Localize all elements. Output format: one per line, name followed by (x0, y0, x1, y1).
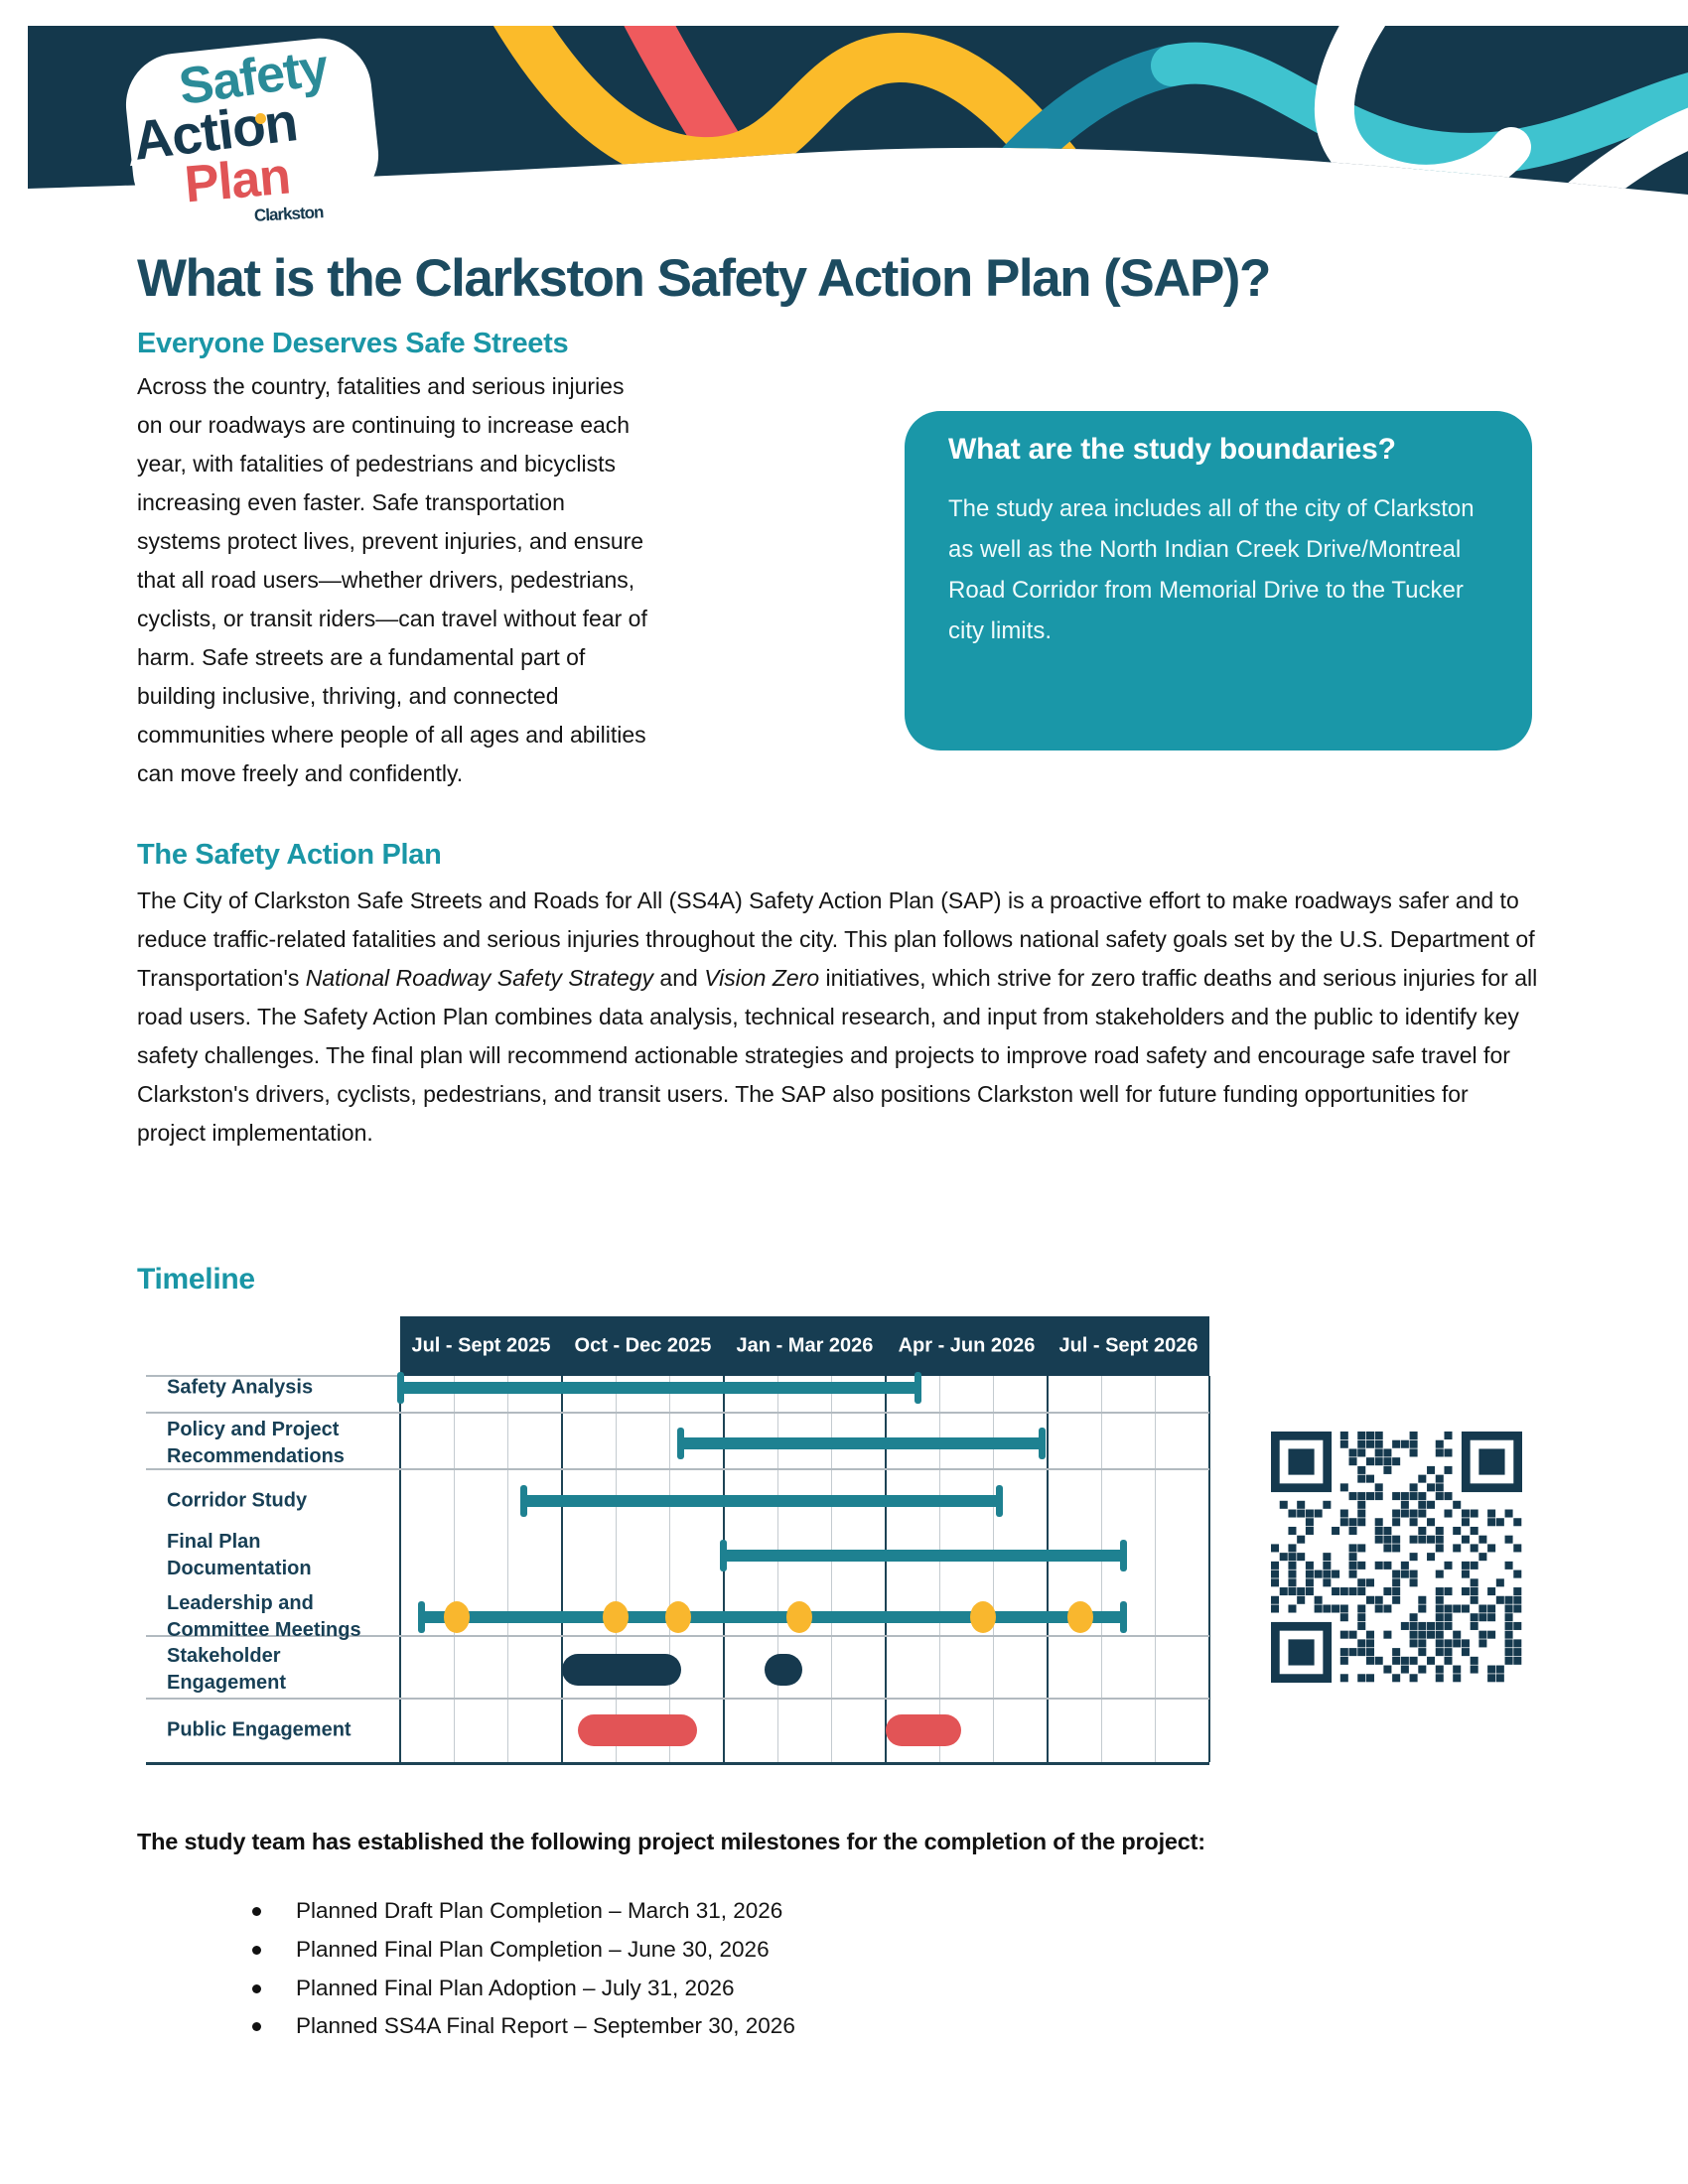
gantt-row-label: Leadership and Committee Meetings (167, 1592, 361, 1641)
gantt-row-separator (146, 1635, 1209, 1637)
milestone-item: Planned SS4A Final Report – September 30… (250, 2007, 795, 2046)
gantt-month-gridline (776, 1376, 778, 1762)
gantt-bar (421, 1611, 1124, 1623)
gantt-quarter-label: Oct - Dec 2025 (574, 1334, 712, 1357)
gantt-bottom-border (146, 1762, 1209, 1765)
gantt-bar-cap (396, 1372, 404, 1404)
gantt-row-label: Policy and Project Recommendations (167, 1419, 345, 1467)
ribbon-yellow (477, 26, 1137, 195)
gantt-bar (680, 1437, 1043, 1449)
gantt-pill (578, 1714, 697, 1746)
milestones-list: Planned Draft Plan Completion – March 31… (250, 1892, 795, 2046)
gantt-bar-cap (418, 1601, 426, 1633)
paragraph-safe-streets: Across the country, fatalities and serio… (137, 373, 647, 786)
safety-action-plan-logo: Safety Safety Action Action Plan Plan Clark… (117, 33, 407, 250)
callout-body: The study area includes all of the city … (948, 495, 1475, 644)
gantt-plot-border (1208, 1376, 1210, 1762)
gantt-quarter-label: Jul - Sept 2025 (411, 1334, 551, 1357)
gantt-bar-cap (1039, 1428, 1047, 1459)
milestone-item: Planned Draft Plan Completion – March 31… (250, 1892, 795, 1931)
gantt-bar-cap (520, 1485, 528, 1517)
gantt-milestone-dot (1066, 1601, 1093, 1633)
gantt-bar-cap (677, 1428, 685, 1459)
gantt-quarter-label: Jul - Sept 2026 (1058, 1334, 1198, 1357)
gantt-month-gridline (1100, 1376, 1102, 1762)
gantt-row-separator (146, 1412, 1209, 1414)
gantt-pill (561, 1654, 681, 1686)
gantt-month-gridline (507, 1376, 509, 1762)
gantt-pill (885, 1714, 962, 1746)
gantt-row-label: Safety Analysis (167, 1376, 314, 1399)
gantt-plot-border (399, 1376, 401, 1762)
gantt-month-gridline (615, 1376, 617, 1762)
gantt-pill (764, 1654, 802, 1686)
gantt-quarter-header (400, 1316, 1209, 1376)
gantt-row-separator (146, 1468, 1209, 1470)
gantt-bar-cap (914, 1372, 922, 1404)
gantt-quarter-gridline (1046, 1376, 1049, 1762)
gantt-quarter-label: Jan - Mar 2026 (736, 1334, 874, 1357)
gantt-bar-cap (1119, 1601, 1127, 1633)
gantt-bar-cap (1119, 1540, 1127, 1571)
gantt-bar (723, 1550, 1124, 1562)
heading-timeline: Timeline (137, 1263, 255, 1296)
callout-heading: What are the study boundaries? (948, 433, 1396, 466)
heading-everyone-deserves-safe-streets: Everyone Deserves Safe Streets (137, 328, 569, 359)
gantt-month-gridline (831, 1376, 833, 1762)
milestone-item: Planned Final Plan Adoption – July 31, 2… (250, 1970, 795, 2008)
milestones-intro: The study team has established the follo… (137, 1829, 1205, 1854)
gantt-bar-cap (720, 1540, 728, 1571)
gantt-milestone-dot (664, 1601, 691, 1633)
study-boundaries-callout: What are the study boundaries? The study… (905, 411, 1532, 751)
milestone-item: Planned Final Plan Completion – June 30,… (250, 1931, 795, 1970)
heading-the-safety-action-plan: The Safety Action Plan (137, 839, 442, 871)
gantt-month-gridline (938, 1376, 940, 1762)
gantt-bar (523, 1495, 1000, 1507)
gantt-row-separator (146, 1698, 1209, 1700)
gantt-month-gridline (453, 1376, 455, 1762)
gantt-bar-cap (995, 1485, 1003, 1517)
gantt-row-label: Public Engagement (167, 1718, 352, 1741)
gantt-milestone-dot (786, 1601, 813, 1633)
gantt-quarter-gridline (560, 1376, 563, 1762)
gantt-bar (400, 1382, 918, 1394)
gantt-label-area-topline (146, 1375, 400, 1377)
ribbon-dark-teal (930, 45, 1193, 195)
gantt-quarter-gridline (884, 1376, 887, 1762)
page-title: What is the Clarkston Safety Action Plan… (137, 249, 1271, 308)
gantt-row-label: Final Plan Documentation (167, 1531, 312, 1579)
logo-word-clarkston: Clarkston (253, 203, 324, 225)
gantt-month-gridline (1155, 1376, 1157, 1762)
ribbon-turquoise (1151, 42, 1688, 175)
paragraph-safety-action-plan: The City of Clarkston Safe Streets and R… (137, 887, 1538, 1146)
banner-graphic (28, 26, 1688, 195)
gantt-milestone-dot (444, 1601, 471, 1633)
gantt-month-gridline (669, 1376, 671, 1762)
gantt-month-gridline (993, 1376, 995, 1762)
gantt-row-label: Stakeholder Engagement (167, 1645, 287, 1694)
qr-code-svg (1271, 1432, 1522, 1683)
qr-code (1271, 1432, 1522, 1683)
gantt-quarter-label: Apr - Jun 2026 (898, 1334, 1036, 1357)
gantt-row-label: Corridor Study (167, 1489, 308, 1512)
ribbon-white-2 (1517, 105, 1688, 195)
gantt-milestone-dot (603, 1601, 630, 1633)
gantt-milestone-dot (969, 1601, 996, 1633)
